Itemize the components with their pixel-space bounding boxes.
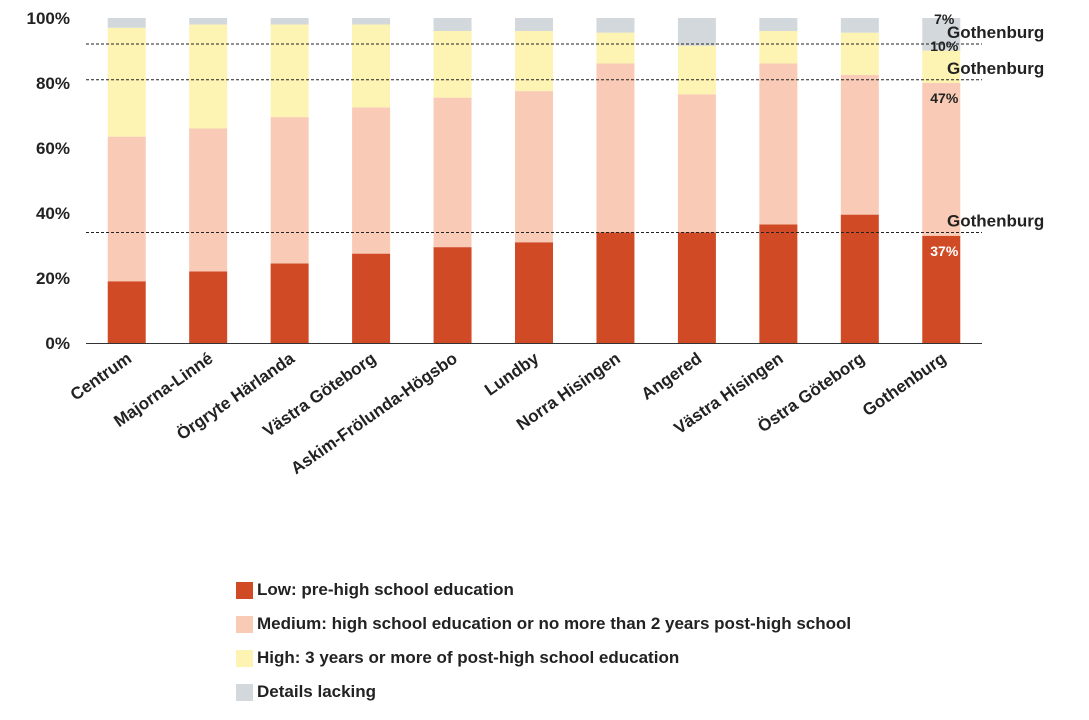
bar-segment <box>189 24 228 129</box>
x-tick-label: Gothenburg <box>859 349 950 420</box>
bar-segment <box>433 18 472 31</box>
bar-segment <box>433 97 472 248</box>
bar-segment <box>759 31 798 64</box>
legend-label-low: Low: pre-high school education <box>257 580 514 599</box>
y-tick-label: 60% <box>36 139 70 158</box>
x-tick-label: Lundby <box>481 348 543 399</box>
y-tick-label: 80% <box>36 74 70 93</box>
legend: Low: pre-high school education Medium: h… <box>236 573 851 709</box>
legend-swatch-lacking <box>236 683 253 701</box>
bar-segment <box>922 18 961 51</box>
bar-segment <box>352 18 391 25</box>
x-tick-label: Askim-Frölunda-Högsbo <box>287 349 460 478</box>
bar-segment <box>270 117 309 264</box>
bar-segment <box>596 232 635 343</box>
legend-label-lacking: Details lacking <box>257 682 377 701</box>
x-tick-label: Centrum <box>67 349 135 405</box>
bar-segment <box>840 214 879 343</box>
data-label: 7% <box>934 11 955 27</box>
bar-segment <box>352 107 391 254</box>
legend-item-low: Low: pre-high school education <box>236 573 851 607</box>
bar-segment <box>352 253 391 343</box>
bar-segment <box>189 271 228 343</box>
bar-segment <box>515 242 553 343</box>
y-tick-label: 40% <box>36 204 70 223</box>
bar-segment <box>759 63 798 225</box>
bar-segment <box>677 94 716 233</box>
bar-segment <box>352 24 391 108</box>
bar-segment <box>189 128 228 272</box>
data-label: 47% <box>930 90 959 106</box>
x-tick-label: Angered <box>638 349 705 404</box>
reference-line-label: Gothenburg <box>947 23 1044 42</box>
bar-segment <box>677 232 716 343</box>
legend-label-high: High: 3 years or more of post-high schoo… <box>257 648 680 667</box>
reference-line-label: Gothenburg <box>947 212 1044 231</box>
bar-segment <box>840 32 879 75</box>
legend-item-medium: Medium: high school education or no more… <box>236 607 851 641</box>
data-label: 10% <box>930 38 959 54</box>
legend-swatch-medium <box>236 615 253 633</box>
bar-segment <box>189 18 228 25</box>
bar-segment <box>433 247 472 343</box>
bar-segment <box>270 18 309 25</box>
bar-segment <box>270 263 309 343</box>
bar-segment <box>107 18 146 28</box>
y-tick-label: 0% <box>45 334 70 353</box>
bar-segment <box>515 31 553 92</box>
legend-item-high: High: 3 years or more of post-high schoo… <box>236 641 851 675</box>
bar-segment <box>107 281 146 343</box>
bar-segment <box>677 45 716 95</box>
bar-segment <box>840 74 879 215</box>
y-tick-label: 100% <box>27 9 70 28</box>
bar-segment <box>107 136 146 282</box>
bar-segment <box>840 18 879 33</box>
y-tick-label: 20% <box>36 269 70 288</box>
bar-segment <box>596 63 635 233</box>
bar-segment <box>596 32 635 64</box>
bar-segment <box>107 27 146 137</box>
bar-segment <box>596 18 635 33</box>
bar-segment <box>433 31 472 98</box>
legend-label-medium: Medium: high school education or no more… <box>257 614 852 633</box>
bar-segment <box>759 18 798 31</box>
legend-swatch-high <box>236 649 253 667</box>
data-label: 37% <box>930 243 959 259</box>
legend-swatch-low <box>236 581 253 599</box>
bar-segment <box>677 18 716 46</box>
bar-segment <box>759 224 798 343</box>
bar-segment <box>922 235 961 343</box>
bar-segment <box>515 18 553 31</box>
bar-segment <box>515 91 553 243</box>
reference-line-label: Gothenburg <box>947 59 1044 78</box>
legend-item-lacking: Details lacking <box>236 675 851 709</box>
bar-segment <box>270 24 309 118</box>
bar-segment <box>922 50 961 83</box>
bar-segment <box>922 83 961 236</box>
